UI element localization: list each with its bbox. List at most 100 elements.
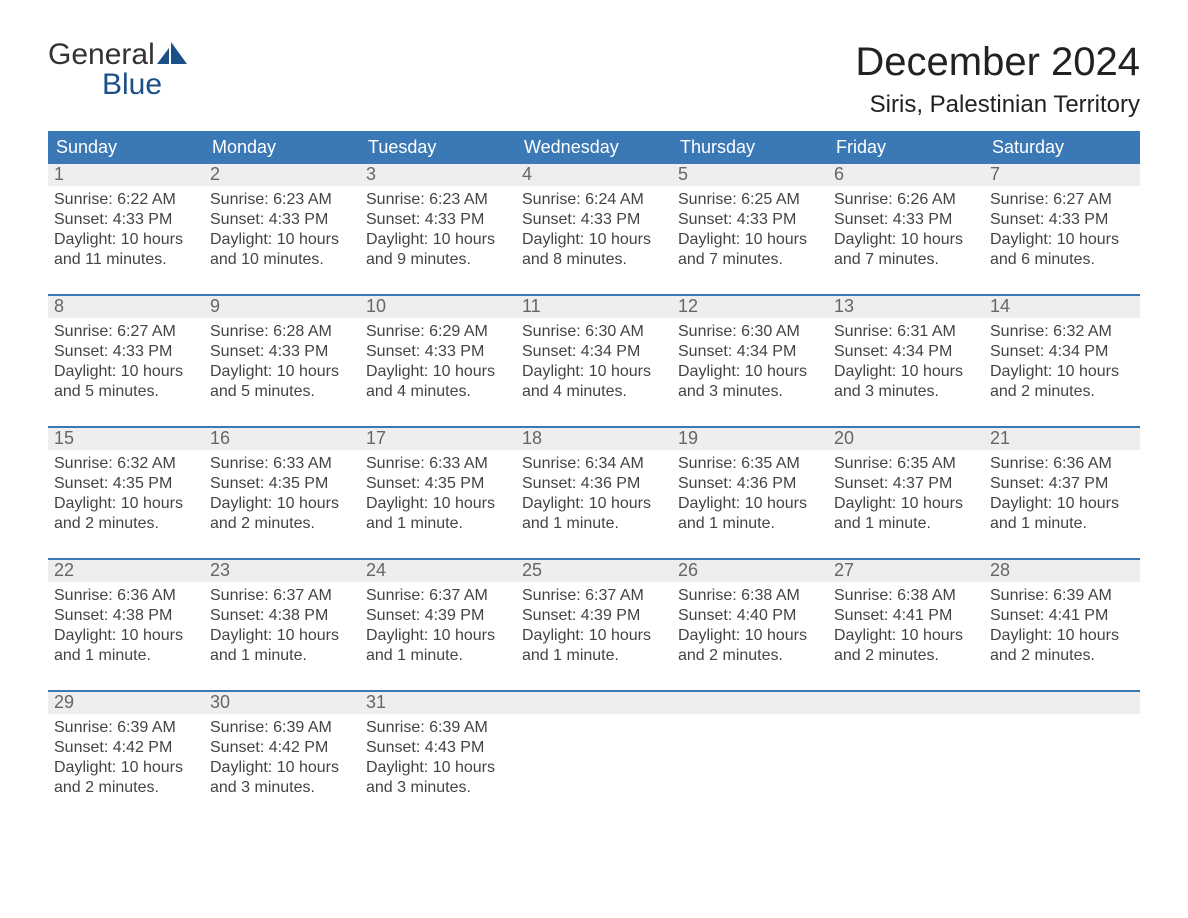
sunrise-line: Sunrise: 6:39 AM (210, 718, 354, 738)
day-number: 15 (48, 428, 204, 450)
sunset-line: Sunset: 4:35 PM (210, 474, 354, 494)
daylight-line: Daylight: 10 hours and 1 minute. (522, 626, 666, 666)
day-details: Sunrise: 6:23 AMSunset: 4:33 PMDaylight:… (360, 186, 516, 276)
sunset-line: Sunset: 4:37 PM (990, 474, 1134, 494)
daylight-line: Daylight: 10 hours and 4 minutes. (366, 362, 510, 402)
sunrise-line: Sunrise: 6:37 AM (522, 586, 666, 606)
daylight-line: Daylight: 10 hours and 2 minutes. (210, 494, 354, 534)
day-details: Sunrise: 6:33 AMSunset: 4:35 PMDaylight:… (204, 450, 360, 540)
calendar-day: 1Sunrise: 6:22 AMSunset: 4:33 PMDaylight… (48, 164, 204, 276)
day-details: Sunrise: 6:37 AMSunset: 4:39 PMDaylight:… (516, 582, 672, 672)
day-details: Sunrise: 6:23 AMSunset: 4:33 PMDaylight:… (204, 186, 360, 276)
daylight-line: Daylight: 10 hours and 1 minute. (210, 626, 354, 666)
day-number: 12 (672, 296, 828, 318)
day-number: 31 (360, 692, 516, 714)
day-number: 27 (828, 560, 984, 582)
day-details: Sunrise: 6:27 AMSunset: 4:33 PMDaylight:… (48, 318, 204, 408)
daylight-line: Daylight: 10 hours and 1 minute. (366, 494, 510, 534)
sunset-line: Sunset: 4:38 PM (210, 606, 354, 626)
daylight-line: Daylight: 10 hours and 1 minute. (990, 494, 1134, 534)
sunset-line: Sunset: 4:43 PM (366, 738, 510, 758)
daylight-line: Daylight: 10 hours and 1 minute. (522, 494, 666, 534)
calendar-day: 8Sunrise: 6:27 AMSunset: 4:33 PMDaylight… (48, 296, 204, 408)
daylight-line: Daylight: 10 hours and 2 minutes. (54, 758, 198, 798)
sunrise-line: Sunrise: 6:38 AM (678, 586, 822, 606)
sunset-line: Sunset: 4:39 PM (522, 606, 666, 626)
day-number: 14 (984, 296, 1140, 318)
calendar-day: 24Sunrise: 6:37 AMSunset: 4:39 PMDayligh… (360, 560, 516, 672)
day-details: Sunrise: 6:39 AMSunset: 4:42 PMDaylight:… (48, 714, 204, 804)
daylight-line: Daylight: 10 hours and 2 minutes. (990, 362, 1134, 402)
day-number: 6 (828, 164, 984, 186)
sunrise-line: Sunrise: 6:37 AM (210, 586, 354, 606)
daylight-line: Daylight: 10 hours and 3 minutes. (210, 758, 354, 798)
day-number: 11 (516, 296, 672, 318)
sunset-line: Sunset: 4:33 PM (210, 342, 354, 362)
daylight-line: Daylight: 10 hours and 1 minute. (678, 494, 822, 534)
day-number: 22 (48, 560, 204, 582)
day-number: 21 (984, 428, 1140, 450)
day-number: 13 (828, 296, 984, 318)
daylight-line: Daylight: 10 hours and 2 minutes. (678, 626, 822, 666)
empty-day (672, 692, 828, 714)
calendar-week: 1Sunrise: 6:22 AMSunset: 4:33 PMDaylight… (48, 164, 1140, 276)
calendar-day: 18Sunrise: 6:34 AMSunset: 4:36 PMDayligh… (516, 428, 672, 540)
day-details: Sunrise: 6:36 AMSunset: 4:38 PMDaylight:… (48, 582, 204, 672)
daylight-line: Daylight: 10 hours and 8 minutes. (522, 230, 666, 270)
calendar-day: 26Sunrise: 6:38 AMSunset: 4:40 PMDayligh… (672, 560, 828, 672)
sunset-line: Sunset: 4:33 PM (54, 210, 198, 230)
sunrise-line: Sunrise: 6:32 AM (990, 322, 1134, 342)
daylight-line: Daylight: 10 hours and 2 minutes. (834, 626, 978, 666)
calendar: SundayMondayTuesdayWednesdayThursdayFrid… (48, 131, 1140, 804)
logo-text-2: Blue (48, 70, 187, 100)
day-number: 8 (48, 296, 204, 318)
sunset-line: Sunset: 4:36 PM (678, 474, 822, 494)
logo-sail-icon (157, 40, 187, 70)
title-block: December 2024 Siris, Palestinian Territo… (855, 40, 1140, 119)
sunset-line: Sunset: 4:41 PM (834, 606, 978, 626)
day-details: Sunrise: 6:35 AMSunset: 4:36 PMDaylight:… (672, 450, 828, 540)
sunrise-line: Sunrise: 6:38 AM (834, 586, 978, 606)
calendar-week: 22Sunrise: 6:36 AMSunset: 4:38 PMDayligh… (48, 558, 1140, 672)
day-details: Sunrise: 6:26 AMSunset: 4:33 PMDaylight:… (828, 186, 984, 276)
weekday-header-cell: Tuesday (360, 131, 516, 164)
sunrise-line: Sunrise: 6:32 AM (54, 454, 198, 474)
day-number: 25 (516, 560, 672, 582)
calendar-day (516, 692, 672, 804)
calendar-day: 2Sunrise: 6:23 AMSunset: 4:33 PMDaylight… (204, 164, 360, 276)
sunset-line: Sunset: 4:34 PM (678, 342, 822, 362)
day-details: Sunrise: 6:32 AMSunset: 4:35 PMDaylight:… (48, 450, 204, 540)
calendar-day (828, 692, 984, 804)
day-details: Sunrise: 6:30 AMSunset: 4:34 PMDaylight:… (672, 318, 828, 408)
calendar-day: 6Sunrise: 6:26 AMSunset: 4:33 PMDaylight… (828, 164, 984, 276)
calendar-week: 29Sunrise: 6:39 AMSunset: 4:42 PMDayligh… (48, 690, 1140, 804)
sunrise-line: Sunrise: 6:27 AM (54, 322, 198, 342)
daylight-line: Daylight: 10 hours and 7 minutes. (678, 230, 822, 270)
day-details: Sunrise: 6:30 AMSunset: 4:34 PMDaylight:… (516, 318, 672, 408)
calendar-day (672, 692, 828, 804)
calendar-day (984, 692, 1140, 804)
sunset-line: Sunset: 4:33 PM (54, 342, 198, 362)
sunrise-line: Sunrise: 6:31 AM (834, 322, 978, 342)
sunrise-line: Sunrise: 6:25 AM (678, 190, 822, 210)
day-details: Sunrise: 6:25 AMSunset: 4:33 PMDaylight:… (672, 186, 828, 276)
daylight-line: Daylight: 10 hours and 2 minutes. (990, 626, 1134, 666)
day-details: Sunrise: 6:31 AMSunset: 4:34 PMDaylight:… (828, 318, 984, 408)
day-details: Sunrise: 6:34 AMSunset: 4:36 PMDaylight:… (516, 450, 672, 540)
sunrise-line: Sunrise: 6:23 AM (210, 190, 354, 210)
sunset-line: Sunset: 4:36 PM (522, 474, 666, 494)
sunrise-line: Sunrise: 6:39 AM (990, 586, 1134, 606)
calendar-day: 4Sunrise: 6:24 AMSunset: 4:33 PMDaylight… (516, 164, 672, 276)
sunrise-line: Sunrise: 6:33 AM (366, 454, 510, 474)
sunrise-line: Sunrise: 6:36 AM (990, 454, 1134, 474)
daylight-line: Daylight: 10 hours and 11 minutes. (54, 230, 198, 270)
day-details: Sunrise: 6:22 AMSunset: 4:33 PMDaylight:… (48, 186, 204, 276)
day-number: 18 (516, 428, 672, 450)
day-number: 9 (204, 296, 360, 318)
day-number: 4 (516, 164, 672, 186)
calendar-day: 14Sunrise: 6:32 AMSunset: 4:34 PMDayligh… (984, 296, 1140, 408)
day-details: Sunrise: 6:29 AMSunset: 4:33 PMDaylight:… (360, 318, 516, 408)
empty-day (984, 692, 1140, 714)
day-number: 24 (360, 560, 516, 582)
calendar-day: 7Sunrise: 6:27 AMSunset: 4:33 PMDaylight… (984, 164, 1140, 276)
